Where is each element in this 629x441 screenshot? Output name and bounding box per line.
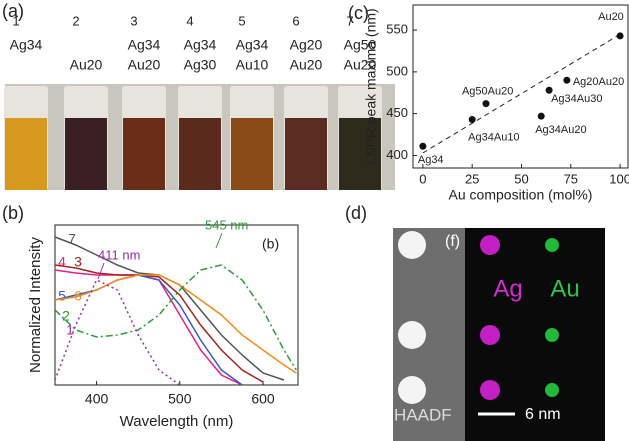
point [563,76,571,84]
vial-liquid [231,118,273,190]
point [537,112,545,120]
annotation-arrow [97,262,105,280]
scale-label: 6 nm [525,406,561,423]
x-tick-label: 600 [251,391,275,407]
series-label: 5 [58,288,66,304]
x-tick-label: 100 [609,171,629,186]
point-label: Ag34Au30 [551,93,602,105]
x-tick-label: 75 [564,171,578,186]
panel-label: (a) [2,1,24,21]
haadf-label: HAADF [394,405,452,424]
vial-label: Au10 [236,57,269,73]
y-tick-label: 500 [386,63,408,78]
point-label: Au20 [598,11,624,23]
x-axis-label: Au composition (mol%) [449,187,593,203]
spectrum-line [54,269,243,386]
inner-label: (b) [262,236,279,252]
panel-label: (c) [348,3,369,23]
spectrum-line [54,236,285,381]
panel-label: (d) [345,203,367,223]
plot-frame-b [54,224,299,386]
au-blob [545,328,559,342]
series-label: 2 [62,308,70,324]
vial-label: Ag34 [184,37,217,53]
point-label: Ag50Au20 [462,86,513,98]
vial-number: 1 [12,13,19,28]
annotation: 411 nm [98,247,140,262]
fit-line [422,33,621,154]
y-tick-label: 550 [386,22,408,37]
vial-label: Ag34 [236,37,269,53]
point-label: Ag34Au20 [535,124,586,136]
point-label: Ag34Au10 [468,131,519,143]
vial-label: Ag30 [184,57,217,73]
vial-number: 5 [238,13,245,28]
spectrum-line [54,264,264,383]
x-tick-label: 50 [514,171,528,186]
series-label: 3 [74,254,82,270]
series-label: 7 [68,231,76,247]
point [468,116,476,124]
au-label: Au [550,275,579,302]
vial-liquid [65,118,107,190]
point [482,100,490,108]
y-tick-label: 450 [386,105,408,120]
vial-number: 2 [72,13,79,28]
vial-number: 6 [292,13,299,28]
vial-label: Ag20 [290,37,323,53]
series-label: 6 [74,288,82,304]
ag-blob [480,235,500,255]
spectrum-line [54,278,181,386]
au-blob [545,238,559,252]
x-tick-label: 0 [419,171,426,186]
vial-label: Au20 [70,57,103,73]
vial-liquid [339,118,381,190]
vial-label: Ag50 [344,37,377,53]
vial-label: Au20 [128,57,161,73]
spectrum-line [54,274,243,386]
vial-number: 7 [346,13,353,28]
y-axis-label: Normalized Intensity [27,237,44,373]
vial-liquid [123,118,165,190]
haadf-blob [398,376,426,404]
panel-label: (b) [2,203,24,223]
y-axis-label: LSPR peak maxima (nm) [363,8,379,164]
vial-number: 4 [186,13,193,28]
ag-label: Ag [493,275,522,302]
series-label: 4 [58,254,66,270]
point-label: Ag20Au20 [573,76,624,88]
y-tick-label: 400 [386,147,408,162]
annotation-arrow [215,232,223,249]
annotation: 545 nm [205,217,248,232]
vials [4,86,382,190]
vial-label: Au20 [290,57,323,73]
haadf-blob [398,231,426,259]
haadf-blob [398,321,426,349]
ag-blob [480,380,500,400]
vial-label: Ag34 [128,37,161,53]
spectrum-line [54,264,297,371]
x-axis-label: Wavelength (nm) [120,413,234,430]
x-tick-label: 25 [465,171,479,186]
au-blob [545,383,559,397]
vial-label: Ag34 [10,37,43,53]
plot-frame-c [412,4,629,169]
x-tick-label: 500 [168,391,192,407]
vial-label: Au20 [344,57,377,73]
vial-liquid [5,118,47,190]
point [545,86,553,94]
vial-liquid [179,118,221,190]
ag-blob [480,325,500,345]
sub-label: (f) [445,233,460,250]
point [616,32,624,40]
point [419,142,427,150]
vial-number: 3 [130,13,137,28]
x-tick-label: 400 [85,391,109,407]
series-label: 1 [66,322,74,338]
spectrum-line [54,274,297,374]
vial-liquid [285,118,327,190]
point-label: Ag34 [418,154,444,166]
